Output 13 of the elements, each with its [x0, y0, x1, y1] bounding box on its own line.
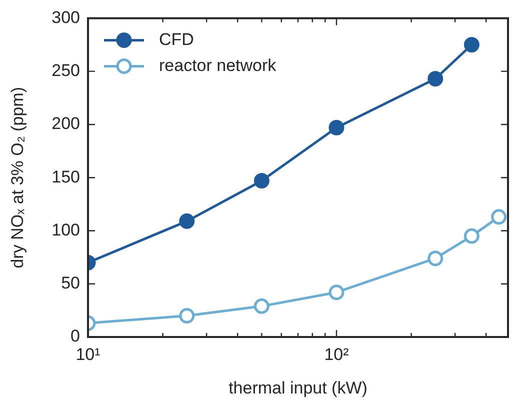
legend-label: CFD	[159, 30, 194, 49]
y-axis-title: dry NOₓ at 3% O₂ (ppm)	[8, 86, 27, 268]
x-tick-label: 10²	[324, 344, 350, 364]
y-tick-label: 50	[61, 274, 80, 293]
x-axis-title: thermal input (kW)	[228, 378, 368, 398]
y-tick-label: 100	[52, 220, 80, 240]
y-tick-label: 250	[52, 61, 80, 80]
y-tick-label: 300	[52, 8, 80, 27]
y-tick-label: 200	[52, 114, 80, 134]
x-tick-label: 10¹	[76, 344, 101, 364]
y-tick-label: 0	[70, 326, 80, 346]
y-tick-label: 150	[52, 167, 80, 186]
legend-label: reactor network	[159, 56, 277, 75]
